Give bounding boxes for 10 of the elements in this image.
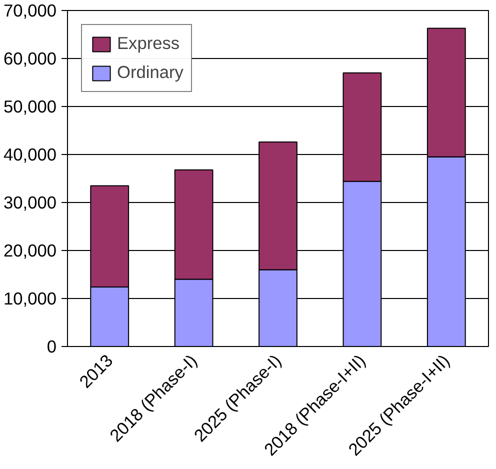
- y-tick-label: 10,000: [4, 288, 56, 308]
- y-tick-label: 20,000: [4, 240, 56, 260]
- y-tick-label: 50,000: [4, 96, 56, 116]
- legend-label: Express: [117, 33, 180, 54]
- y-tick-label: 30,000: [4, 192, 56, 212]
- y-tick-label: 70,000: [4, 0, 56, 20]
- y-tick-label: 40,000: [4, 144, 56, 164]
- y-tick-label: 60,000: [4, 48, 56, 68]
- y-tick-label: 0: [46, 336, 57, 356]
- legend-label: Ordinary: [117, 62, 184, 83]
